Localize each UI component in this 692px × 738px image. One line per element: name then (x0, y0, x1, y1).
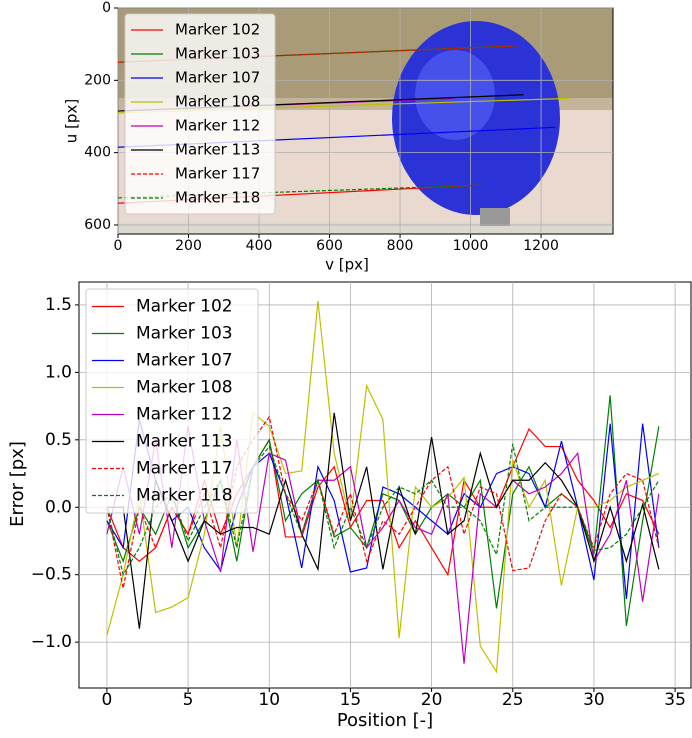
legend-label: Marker 118 (136, 486, 233, 506)
photo (118, 8, 613, 234)
x-tick-label: 35 (664, 690, 686, 710)
series-line (106, 443, 660, 577)
legend-label: Marker 118 (175, 189, 260, 207)
legend-label: Marker 107 (136, 351, 233, 371)
legend-label: Marker 102 (136, 297, 233, 317)
legend-box (85, 288, 259, 514)
y-axis-label: u [px] (63, 99, 81, 143)
legend-label: Marker 113 (175, 141, 260, 159)
x-tick-label: 20 (421, 690, 443, 710)
legend-label: Marker 112 (136, 405, 233, 425)
legend-label: Marker 117 (136, 459, 233, 479)
legend-label: Marker 108 (136, 378, 233, 398)
x-tick-label: 600 (316, 238, 343, 254)
x-axis-label: v [px] (325, 256, 369, 274)
legend-label: Marker 112 (175, 117, 260, 135)
legend-label: Marker 113 (136, 432, 233, 452)
legend-label: Marker 107 (175, 69, 260, 87)
series-line (106, 412, 660, 629)
x-tick-label: 0 (102, 690, 113, 710)
legend-label: Marker 102 (175, 21, 260, 39)
x-tick-label: 1200 (523, 238, 559, 254)
axes-frame (78, 281, 692, 689)
y-tick-label: 0.5 (45, 430, 72, 450)
x-tick-label: 30 (583, 690, 605, 710)
y-tick-label: 0 (102, 0, 111, 16)
x-tick-label: 800 (387, 238, 414, 254)
x-axis-label: Position [-] (337, 710, 433, 731)
legend-label: Marker 117 (175, 165, 260, 183)
y-tick-label: −1.0 (31, 632, 72, 652)
legend-label: Marker 103 (136, 324, 233, 344)
x-tick-label: 200 (175, 238, 202, 254)
y-tick-label: 600 (84, 217, 111, 233)
y-tick-label: 200 (84, 72, 111, 88)
y-tick-label: 1.0 (45, 362, 72, 382)
y-tick-label: 0.0 (45, 497, 72, 517)
legend-label: Marker 103 (175, 45, 260, 63)
y-axis-label: Error [px] (7, 441, 28, 527)
series-line (106, 300, 660, 674)
x-tick-label: 25 (502, 690, 524, 710)
x-tick-label: 400 (246, 238, 273, 254)
x-tick-label: 15 (340, 690, 362, 710)
legend-label: Marker 108 (175, 93, 260, 111)
legend-box (124, 13, 276, 215)
x-tick-label: 5 (183, 690, 194, 710)
x-tick-label: 10 (258, 690, 280, 710)
y-tick-label: 1.5 (45, 295, 72, 315)
x-tick-label: 0 (114, 238, 123, 254)
y-tick-label: −0.5 (31, 565, 72, 585)
x-tick-label: 1000 (453, 238, 489, 254)
y-tick-label: 400 (84, 145, 111, 161)
